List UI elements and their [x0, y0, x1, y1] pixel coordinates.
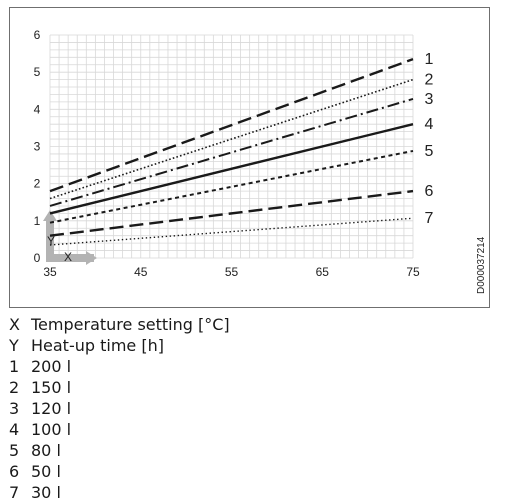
y-axis-symbol: Y — [47, 234, 55, 248]
series-label-5: 5 — [425, 143, 434, 160]
y-axis-marker-bar — [46, 216, 54, 262]
series-label-7: 7 — [425, 210, 434, 227]
legend-text: 120 l — [31, 399, 72, 418]
legend-key: X — [9, 315, 20, 334]
legend-item: 4 100 l — [9, 419, 230, 440]
legend-text: Heat-up time [h] — [31, 336, 164, 355]
series-line-1 — [49, 58, 414, 193]
series-label-1: 1 — [425, 51, 434, 68]
legend-text: 50 l — [31, 462, 61, 481]
y-tick-label: 0 — [34, 251, 41, 265]
x-tick-label: 45 — [134, 265, 148, 279]
series-label-3: 3 — [425, 91, 434, 108]
legend-text: 150 l — [31, 378, 72, 397]
legend-item: 1 200 l — [9, 356, 230, 377]
legend-item: X Temperature setting [°C] — [9, 314, 230, 335]
series-line-2 — [49, 78, 414, 200]
legend: X Temperature setting [°C] Y Heat-up time [… — [9, 314, 230, 503]
legend-key: Y — [9, 336, 19, 355]
legend-item: 6 50 l — [9, 461, 230, 482]
series-line-7 — [49, 217, 414, 246]
document-code: D000037214 — [476, 236, 487, 294]
legend-key: 2 — [9, 378, 20, 397]
series-lines — [49, 58, 414, 246]
series-labels: 1 2 3 4 5 6 7 — [425, 51, 434, 227]
series-label-6: 6 — [425, 183, 434, 200]
legend-text: 30 l — [31, 483, 61, 502]
grid — [49, 34, 414, 259]
legend-key: 1 — [9, 357, 20, 376]
x-tick-label: 35 — [43, 265, 57, 279]
legend-text: Temperature setting [°C] — [31, 315, 230, 334]
axis-marker: Y X — [43, 210, 97, 265]
x-tick-label: 75 — [406, 265, 420, 279]
legend-item: Y Heat-up time [h] — [9, 335, 230, 356]
y-tick-label: 2 — [34, 177, 41, 191]
y-tick-label: 6 — [34, 28, 41, 42]
y-tick-label: 4 — [34, 102, 41, 116]
x-axis-marker-arrow — [86, 251, 97, 265]
legend-key: 5 — [9, 441, 20, 460]
series-line-4 — [49, 123, 414, 215]
y-tick-label: 1 — [34, 214, 41, 228]
y-tick-label: 3 — [34, 140, 41, 154]
y-tick-label: 5 — [34, 65, 41, 79]
x-tick-label: 65 — [316, 265, 330, 279]
legend-key: 4 — [9, 420, 20, 439]
x-axis-symbol: X — [64, 250, 72, 264]
y-axis-marker-arrow — [43, 210, 57, 221]
series-line-3 — [49, 97, 414, 207]
legend-key: 7 — [9, 483, 20, 502]
legend-item: 7 30 l — [9, 482, 230, 503]
figure-frame — [9, 7, 490, 308]
legend-item: 5 80 l — [9, 440, 230, 461]
series-label-2: 2 — [425, 72, 434, 89]
series-line-6 — [49, 189, 414, 237]
series-line-5 — [49, 149, 414, 224]
x-axis-marker-bar — [46, 254, 94, 262]
legend-item: 3 120 l — [9, 398, 230, 419]
legend-key: 6 — [9, 462, 20, 481]
legend-text: 80 l — [31, 441, 61, 460]
legend-key: 3 — [9, 399, 20, 418]
legend-item: 2 150 l — [9, 377, 230, 398]
legend-text: 100 l — [31, 420, 72, 439]
x-tick-label: 55 — [225, 265, 239, 279]
series-label-4: 4 — [425, 116, 434, 133]
legend-text: 200 l — [31, 357, 72, 376]
